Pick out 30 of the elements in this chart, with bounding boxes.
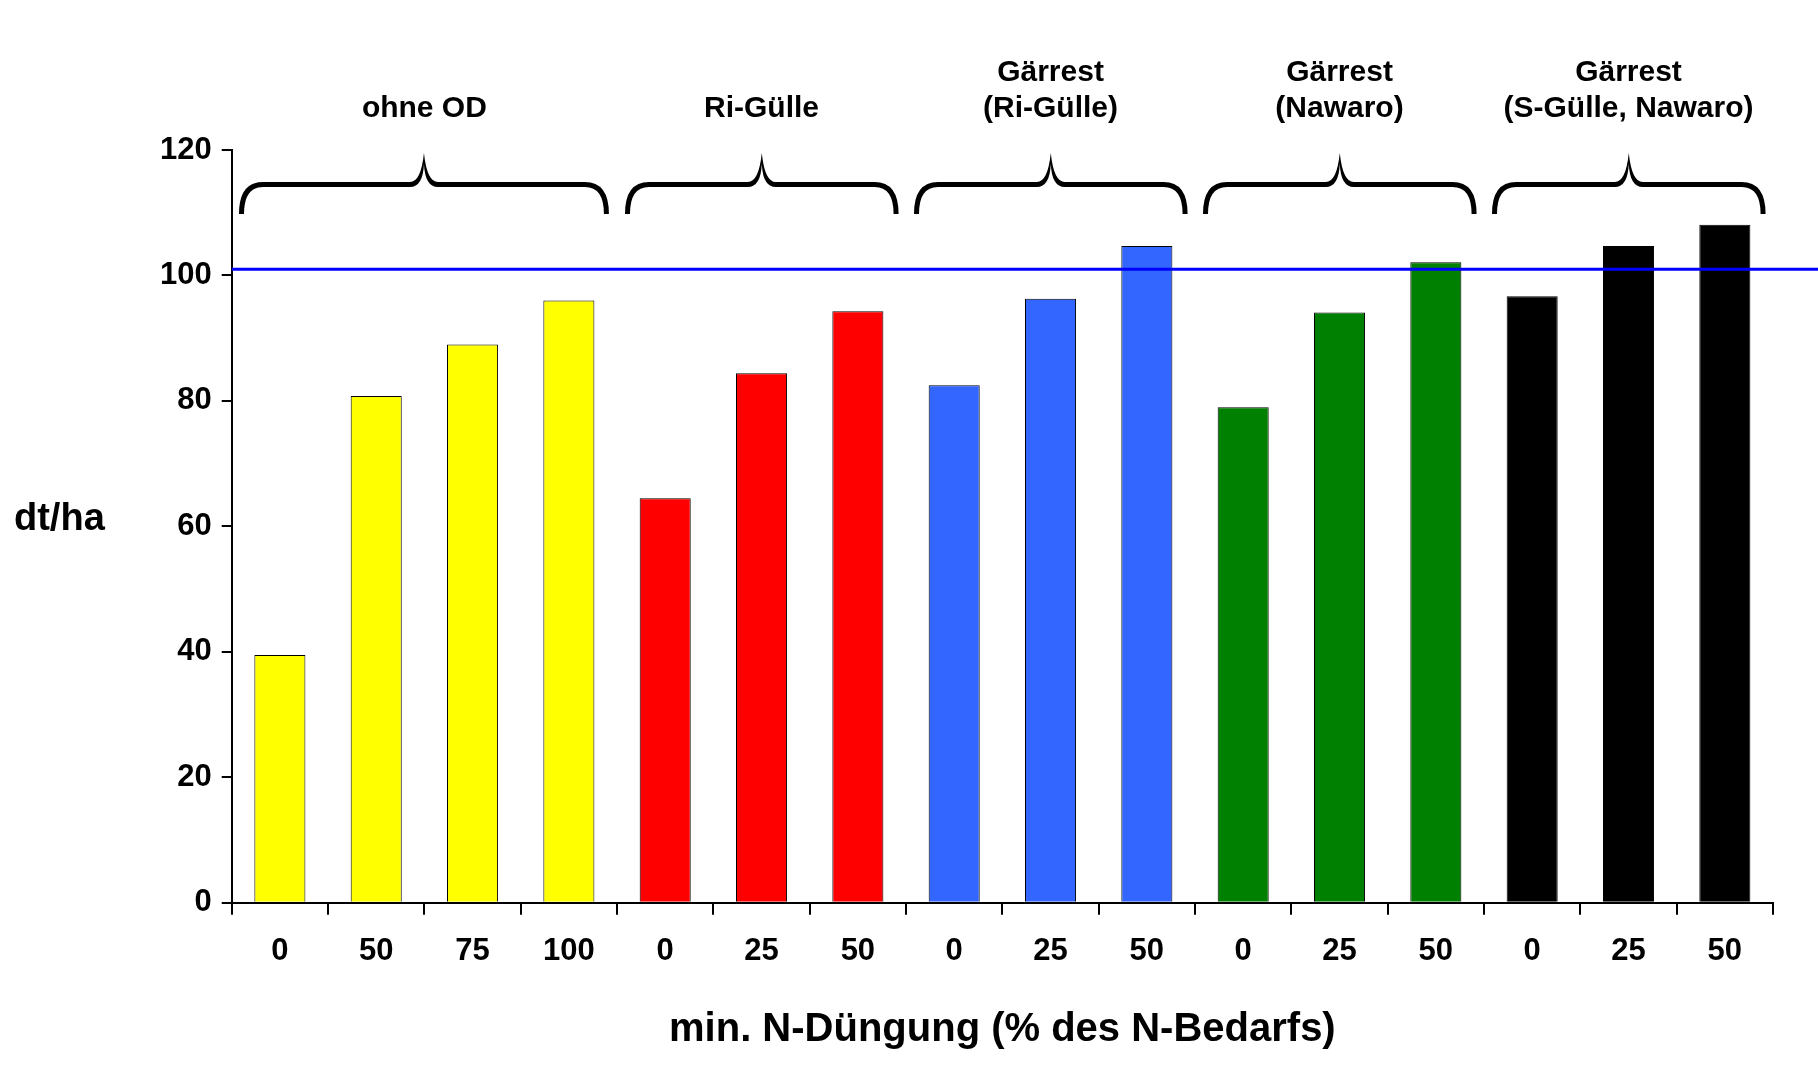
text: Gärrest (Nawaro)	[1275, 53, 1404, 125]
x-tick-label: 50	[1418, 931, 1454, 967]
text: ohne OD	[361, 89, 487, 125]
y-tick-label: 80	[177, 381, 212, 417]
y-tick-label: 40	[177, 632, 212, 668]
x-tick-label: 0	[1234, 931, 1252, 967]
y-tick-label: 20	[177, 757, 212, 793]
x-tick-label: 50	[1129, 931, 1165, 967]
x-axis-title: min. N-Düngung (% des N-Bedarfs)	[669, 1005, 1336, 1050]
x-tick-label: 25	[1611, 931, 1646, 967]
x-tick-label: 0	[271, 931, 289, 967]
x-tick-label: 75	[455, 931, 490, 967]
x-tick-label: 50	[1707, 931, 1743, 967]
x-tick-label: 0	[945, 931, 963, 967]
x-tick-label: 0	[1523, 931, 1541, 967]
x-tick-label: 25	[744, 931, 779, 967]
y-axis-title: dt/ha	[14, 496, 105, 540]
y-tick-label: 60	[177, 506, 212, 542]
y-tick-label: 100	[159, 256, 212, 292]
text: Gärrest (S-Gülle, Nawaro)	[1503, 53, 1754, 125]
x-tick-label: 50	[840, 931, 876, 967]
text: Gärrest (Ri-Gülle)	[983, 53, 1119, 125]
x-tick-label: 50	[358, 931, 394, 967]
text: Ri-Gülle	[704, 89, 820, 125]
x-tick-label: 25	[1322, 931, 1357, 967]
x-tick-label: 100	[543, 931, 595, 967]
y-tick-label: 0	[194, 883, 212, 919]
x-tick-label: 25	[1033, 931, 1068, 967]
x-tick-label: 0	[656, 931, 674, 967]
y-tick-label: 120	[159, 130, 212, 166]
